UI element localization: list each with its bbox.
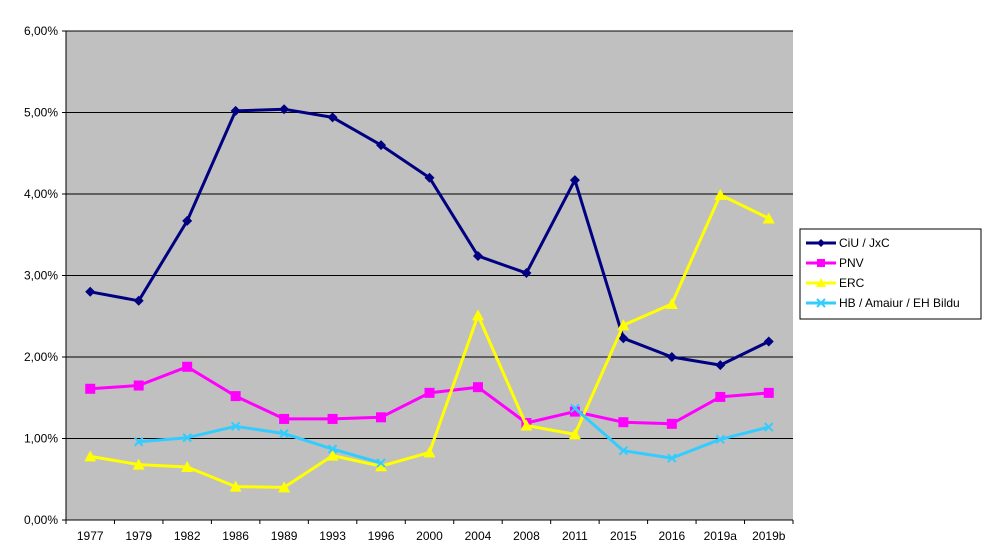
data-point	[471, 309, 484, 321]
y-axis-tick-labels: 0,00% 1,00% 2,00% 3,00% 4,00% 5,00% 6,00%	[24, 24, 58, 527]
legend-label: CiU / JxC	[839, 236, 890, 250]
x-tick-label: 1982	[174, 529, 201, 543]
data-point	[570, 403, 580, 414]
data-point	[763, 336, 774, 347]
data-point	[132, 458, 145, 470]
x-tick-label: 1986	[222, 529, 249, 543]
data-point	[618, 333, 629, 344]
data-point	[816, 298, 826, 308]
data-point	[279, 413, 290, 424]
data-point	[327, 444, 338, 454]
legend: CiU / JxC PNV ERC HB / Amaiur / EH Bildu	[799, 228, 982, 320]
data-point	[714, 188, 727, 200]
x-tick-label: 2015	[610, 529, 637, 543]
data-point	[133, 380, 144, 391]
x-tick-label: 2019a	[704, 529, 738, 543]
series-3	[133, 403, 774, 468]
data-point	[423, 446, 436, 458]
data-point	[133, 295, 144, 306]
data-point	[182, 432, 192, 443]
data-point	[715, 360, 726, 371]
series-2	[84, 188, 775, 493]
data-point	[133, 437, 144, 447]
data-point	[424, 387, 435, 398]
data-point	[816, 278, 826, 287]
data-point	[569, 175, 580, 186]
data-point	[569, 406, 580, 417]
data-point	[85, 383, 96, 394]
data-point	[84, 450, 97, 462]
data-point	[520, 419, 533, 431]
data-point	[376, 412, 387, 423]
data-point	[182, 215, 193, 226]
data-point	[472, 382, 483, 393]
y-tick-label: 6,00%	[24, 24, 58, 38]
legend-item: CiU / JxC	[806, 236, 890, 250]
legend-item: HB / Amaiur / EH Bildu	[806, 296, 960, 310]
data-point	[230, 105, 241, 116]
y-tick-label: 3,00%	[24, 269, 58, 283]
data-point	[278, 481, 291, 493]
data-point	[181, 461, 194, 473]
data-point	[666, 352, 677, 362]
legend-label: PNV	[839, 256, 864, 270]
x-tick-label: 1979	[125, 529, 152, 543]
data-point	[375, 460, 388, 472]
data-point	[376, 140, 387, 151]
data-point	[472, 250, 483, 261]
data-point	[279, 428, 289, 439]
data-point	[667, 453, 677, 463]
data-point	[85, 286, 96, 297]
data-point	[817, 239, 825, 247]
x-tick-label: 1996	[368, 529, 395, 543]
y-tick-label: 2,00%	[24, 350, 58, 364]
x-axis-tick-labels: 1977 1979 1982 1986 1989 1993 1996 2000 2004 2008…	[77, 529, 786, 543]
data-point	[230, 391, 241, 402]
data-point	[817, 259, 825, 267]
x-tick-label: 2008	[513, 529, 540, 543]
x-tick-label: 1977	[77, 529, 104, 543]
data-point	[618, 446, 629, 456]
series-0	[85, 104, 774, 371]
y-tick-label: 5,00%	[24, 106, 58, 120]
x-tick-label: 2000	[416, 529, 443, 543]
data-point	[376, 458, 386, 468]
x-tick-label: 2004	[465, 529, 492, 543]
data-point	[327, 112, 338, 123]
data-point	[665, 298, 678, 310]
series-layer	[84, 104, 775, 493]
data-point	[279, 104, 290, 115]
data-point	[715, 391, 726, 402]
data-point	[229, 480, 242, 492]
data-point	[327, 413, 338, 424]
data-point	[618, 417, 629, 428]
y-tick-label: 1,00%	[24, 432, 58, 446]
legend-item: PNV	[806, 256, 864, 270]
x-tick-label: 1989	[271, 529, 298, 543]
data-point	[763, 387, 774, 398]
data-point	[762, 212, 775, 224]
data-point	[230, 421, 241, 431]
x-tick-label: 1993	[319, 529, 346, 543]
data-point	[326, 449, 339, 461]
y-tick-label: 0,00%	[24, 513, 58, 527]
x-tick-label: 2016	[658, 529, 685, 543]
data-point	[617, 319, 630, 331]
data-point	[666, 418, 677, 429]
data-point	[521, 268, 532, 279]
legend-item: ERC	[806, 276, 865, 290]
legend-label: HB / Amaiur / EH Bildu	[839, 296, 960, 310]
data-point	[764, 422, 774, 432]
data-point	[568, 428, 581, 440]
data-point	[715, 434, 726, 445]
axes	[65, 31, 794, 524]
legend-label: ERC	[839, 276, 865, 290]
data-point	[424, 172, 435, 183]
data-point	[182, 361, 193, 372]
y-tick-label: 4,00%	[24, 187, 58, 201]
x-tick-label: 2011	[562, 529, 588, 543]
x-tick-label: 2019b	[752, 529, 786, 543]
